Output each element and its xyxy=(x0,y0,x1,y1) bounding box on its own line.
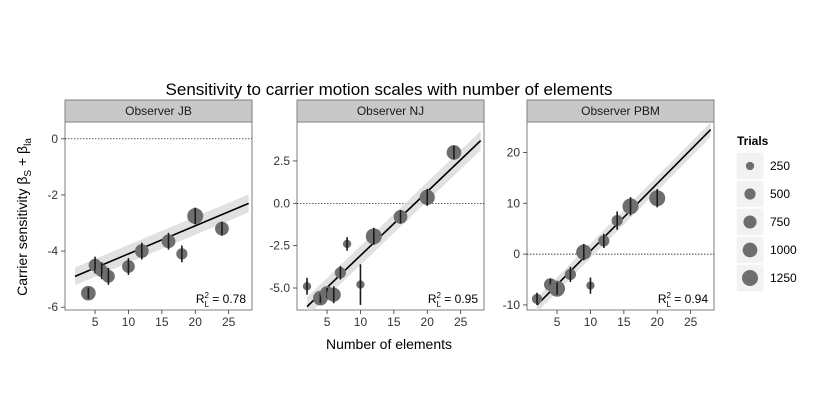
r-squared-symbol: R xyxy=(196,292,205,306)
r-squared-superscript: 2 xyxy=(437,291,442,300)
y-tick-label: 2.5 xyxy=(273,154,290,168)
legend-entry-label: 750 xyxy=(770,215,790,229)
y-axis-label-plus: + xyxy=(14,154,30,170)
x-tick-label: 20 xyxy=(189,315,203,329)
legend-entry: 750 xyxy=(735,207,790,237)
x-tick-label: 10 xyxy=(122,315,136,329)
legend-key-box xyxy=(735,263,765,293)
panel-plot-area xyxy=(527,122,714,310)
y-tick-label: -10 xyxy=(503,298,521,312)
x-tick-label: 5 xyxy=(324,315,331,329)
y-tick-label: -4 xyxy=(47,244,58,258)
panel-2: Observer NJ 5 10 15 20 25 2.5 0.0 -2.5 -5.0 R2 L = … xyxy=(269,99,485,329)
fit-line xyxy=(306,140,482,308)
x-tick-label: 20 xyxy=(421,315,435,329)
x-axis-label: Number of elements xyxy=(326,336,452,352)
x-tick-label: 10 xyxy=(584,315,598,329)
x-tick-label: 15 xyxy=(617,315,631,329)
legend-entry: 250 xyxy=(735,151,790,181)
x-tick-label: 10 xyxy=(354,315,368,329)
y-axis-label-sub-la: la xyxy=(23,138,34,146)
legend-key-point xyxy=(745,161,755,171)
x-tick-label: 15 xyxy=(387,315,401,329)
r-squared-label: R2 L = 0.78 xyxy=(196,291,246,309)
y-tick-label: 0 xyxy=(513,247,520,261)
legend-title: Trials xyxy=(737,134,769,148)
r-squared-value: 0.78 xyxy=(223,292,247,306)
y-axis-label-beta-1: β xyxy=(14,177,30,185)
y-tick-label: -2 xyxy=(47,188,58,202)
panel-plot-area xyxy=(297,131,484,310)
y-axis-label-text: Carrier sensitivity xyxy=(14,185,30,296)
r-squared-value: 0.95 xyxy=(455,292,479,306)
x-tick-label: 5 xyxy=(92,315,99,329)
y-tick-label: 10 xyxy=(507,196,521,210)
panel-3: Observer PBM 5 10 15 20 25 20 10 0 -10 R2 L = 0.94 xyxy=(503,99,715,329)
r-squared-symbol: R xyxy=(658,292,667,306)
x-tick-label: 25 xyxy=(222,315,236,329)
facet-strip-label: Observer JB xyxy=(125,104,192,118)
r-squared-subscript: L xyxy=(205,300,210,309)
x-tick-label: 15 xyxy=(155,315,169,329)
r-squared-equals: = xyxy=(441,292,455,306)
panel-1: Observer JB 5 10 15 20 25 0 -2 -4 -6 R2 L = 0.78 xyxy=(47,99,253,329)
y-tick-label: 0.0 xyxy=(273,196,290,210)
legend-entry: 1250 xyxy=(735,263,797,293)
legend-entry: 500 xyxy=(735,179,790,209)
legend-key-point xyxy=(742,270,758,286)
legend-entry-label: 1000 xyxy=(770,243,797,257)
r-squared-subscript: L xyxy=(667,300,672,309)
r-squared-superscript: 2 xyxy=(205,291,210,300)
r-squared-symbol: R xyxy=(428,292,437,306)
y-axis-label: Carrier sensitivity βS + βla xyxy=(14,138,34,296)
legend-entry-label: 500 xyxy=(770,187,790,201)
legend: Trials 250 500 750 1000 1250 xyxy=(735,134,797,293)
legend-entry: 1000 xyxy=(735,235,797,265)
y-axis-label-sub-s: S xyxy=(23,170,34,177)
r-squared-label: R2 L = 0.94 xyxy=(658,291,708,309)
r-squared-equals: = xyxy=(209,292,223,306)
y-tick-label: 0 xyxy=(51,132,58,146)
r-squared-value: 0.94 xyxy=(685,292,709,306)
r-squared-subscript: L xyxy=(437,300,442,309)
x-tick-label: 20 xyxy=(651,315,665,329)
legend-key-point xyxy=(743,215,757,229)
panel-plot-area xyxy=(65,138,252,301)
x-tick-label: 25 xyxy=(684,315,698,329)
y-tick-label: -6 xyxy=(47,300,58,314)
figure-title: Sensitivity to carrier motion scales wit… xyxy=(166,80,613,99)
legend-entry-label: 1250 xyxy=(770,271,797,285)
x-tick-label: 25 xyxy=(454,315,468,329)
r-squared-label: R2 L = 0.95 xyxy=(428,291,478,309)
legend-key-point xyxy=(742,242,758,258)
r-squared-equals: = xyxy=(671,292,685,306)
facet-strip-label: Observer NJ xyxy=(357,104,424,118)
legend-entry-label: 250 xyxy=(770,159,790,173)
y-tick-label: 20 xyxy=(507,145,521,159)
r-squared-superscript: 2 xyxy=(667,291,672,300)
y-axis-label-beta-2: β xyxy=(14,146,30,154)
facet-strip-label: Observer PBM xyxy=(581,104,660,118)
x-tick-label: 5 xyxy=(554,315,561,329)
legend-key-point xyxy=(744,188,756,200)
y-tick-label: -5.0 xyxy=(269,281,290,295)
y-tick-label: -2.5 xyxy=(269,239,290,253)
facet-panels: Observer JB5 10 15 20 250-2-4-6R2 L = 0.78Obs… xyxy=(47,99,715,329)
